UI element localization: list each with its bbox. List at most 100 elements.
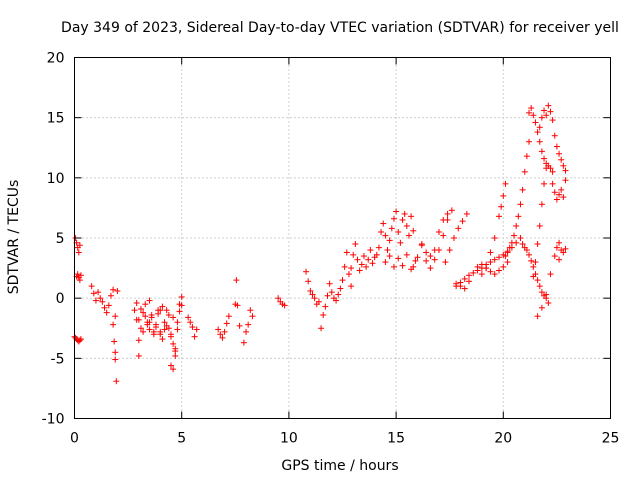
data-point <box>234 302 241 309</box>
data-point <box>337 285 344 292</box>
data-point <box>523 247 530 254</box>
data-point <box>386 253 393 260</box>
data-point <box>506 244 513 251</box>
data-point <box>487 249 494 256</box>
data-point <box>382 232 389 239</box>
data-point <box>146 297 153 304</box>
data-point <box>530 263 537 270</box>
data-point <box>233 277 240 284</box>
data-point <box>556 191 563 198</box>
data-point <box>170 314 177 321</box>
data-point <box>399 262 406 269</box>
data-point <box>461 275 468 282</box>
data-point <box>465 278 472 285</box>
data-point <box>541 107 548 114</box>
data-point <box>77 336 84 343</box>
data-point <box>137 305 144 312</box>
data-point <box>502 253 509 260</box>
data-point <box>459 218 466 225</box>
data-point <box>405 232 412 239</box>
data-point <box>470 269 477 276</box>
data-point <box>113 378 120 385</box>
data-point <box>403 222 410 229</box>
data-point <box>401 210 408 217</box>
data-point <box>318 325 325 332</box>
data-point <box>556 256 563 263</box>
data-point <box>560 162 567 169</box>
data-point <box>427 253 434 260</box>
data-point <box>474 263 481 270</box>
data-point <box>551 132 558 139</box>
data-point <box>500 263 507 270</box>
data-point <box>538 148 545 155</box>
chart-title: Day 349 of 2023, Sidereal Day-to-day VTE… <box>61 20 619 36</box>
data-point <box>496 213 503 220</box>
data-point <box>320 312 327 319</box>
data-point <box>380 220 387 227</box>
data-point <box>275 295 282 302</box>
data-point <box>536 283 543 290</box>
data-point <box>76 337 83 344</box>
data-point <box>399 216 406 223</box>
data-point <box>303 268 310 275</box>
data-point <box>560 249 567 256</box>
data-point <box>541 155 548 162</box>
data-point <box>444 210 451 217</box>
data-point <box>547 108 554 115</box>
data-point <box>112 349 119 356</box>
data-point <box>174 319 181 326</box>
data-point <box>478 271 485 278</box>
data-point <box>110 286 117 293</box>
data-point <box>562 245 569 252</box>
data-point <box>450 235 457 241</box>
data-point <box>92 297 99 304</box>
data-point <box>440 216 447 223</box>
data-point <box>167 362 174 369</box>
data-point <box>538 114 545 121</box>
data-point <box>508 239 515 246</box>
data-point <box>107 292 114 299</box>
data-point <box>530 112 537 119</box>
data-point <box>157 307 164 314</box>
data-point <box>541 180 548 187</box>
data-point <box>395 228 402 235</box>
data-point <box>528 105 535 112</box>
data-point <box>457 279 464 286</box>
data-point <box>498 203 505 210</box>
data-point <box>135 352 142 359</box>
data-point <box>112 356 119 363</box>
data-point <box>553 196 560 203</box>
data-point <box>360 253 367 260</box>
data-point <box>142 313 149 320</box>
data-point <box>163 322 170 329</box>
data-point <box>455 225 462 232</box>
data-point <box>178 302 185 309</box>
data-point <box>403 251 410 258</box>
data-point <box>556 239 563 246</box>
data-point <box>191 333 198 340</box>
data-point <box>511 232 518 239</box>
data-point <box>534 277 541 284</box>
data-point <box>446 247 453 254</box>
data-point <box>517 235 524 241</box>
data-point <box>562 167 569 174</box>
data-point <box>414 254 421 261</box>
data-point <box>354 256 361 263</box>
data-point <box>324 292 331 299</box>
data-point <box>502 180 509 187</box>
data-point <box>532 119 539 126</box>
data-point <box>245 321 252 328</box>
data-point <box>135 316 142 323</box>
data-point <box>536 138 543 145</box>
data-point <box>326 280 333 287</box>
x-tick-label: 10 <box>280 431 298 447</box>
data-point <box>352 241 359 248</box>
data-point <box>530 273 537 280</box>
data-point <box>345 271 352 278</box>
data-point <box>375 244 382 251</box>
data-point <box>440 232 447 239</box>
data-point <box>465 272 472 279</box>
data-point <box>388 225 395 232</box>
data-point <box>111 338 118 345</box>
